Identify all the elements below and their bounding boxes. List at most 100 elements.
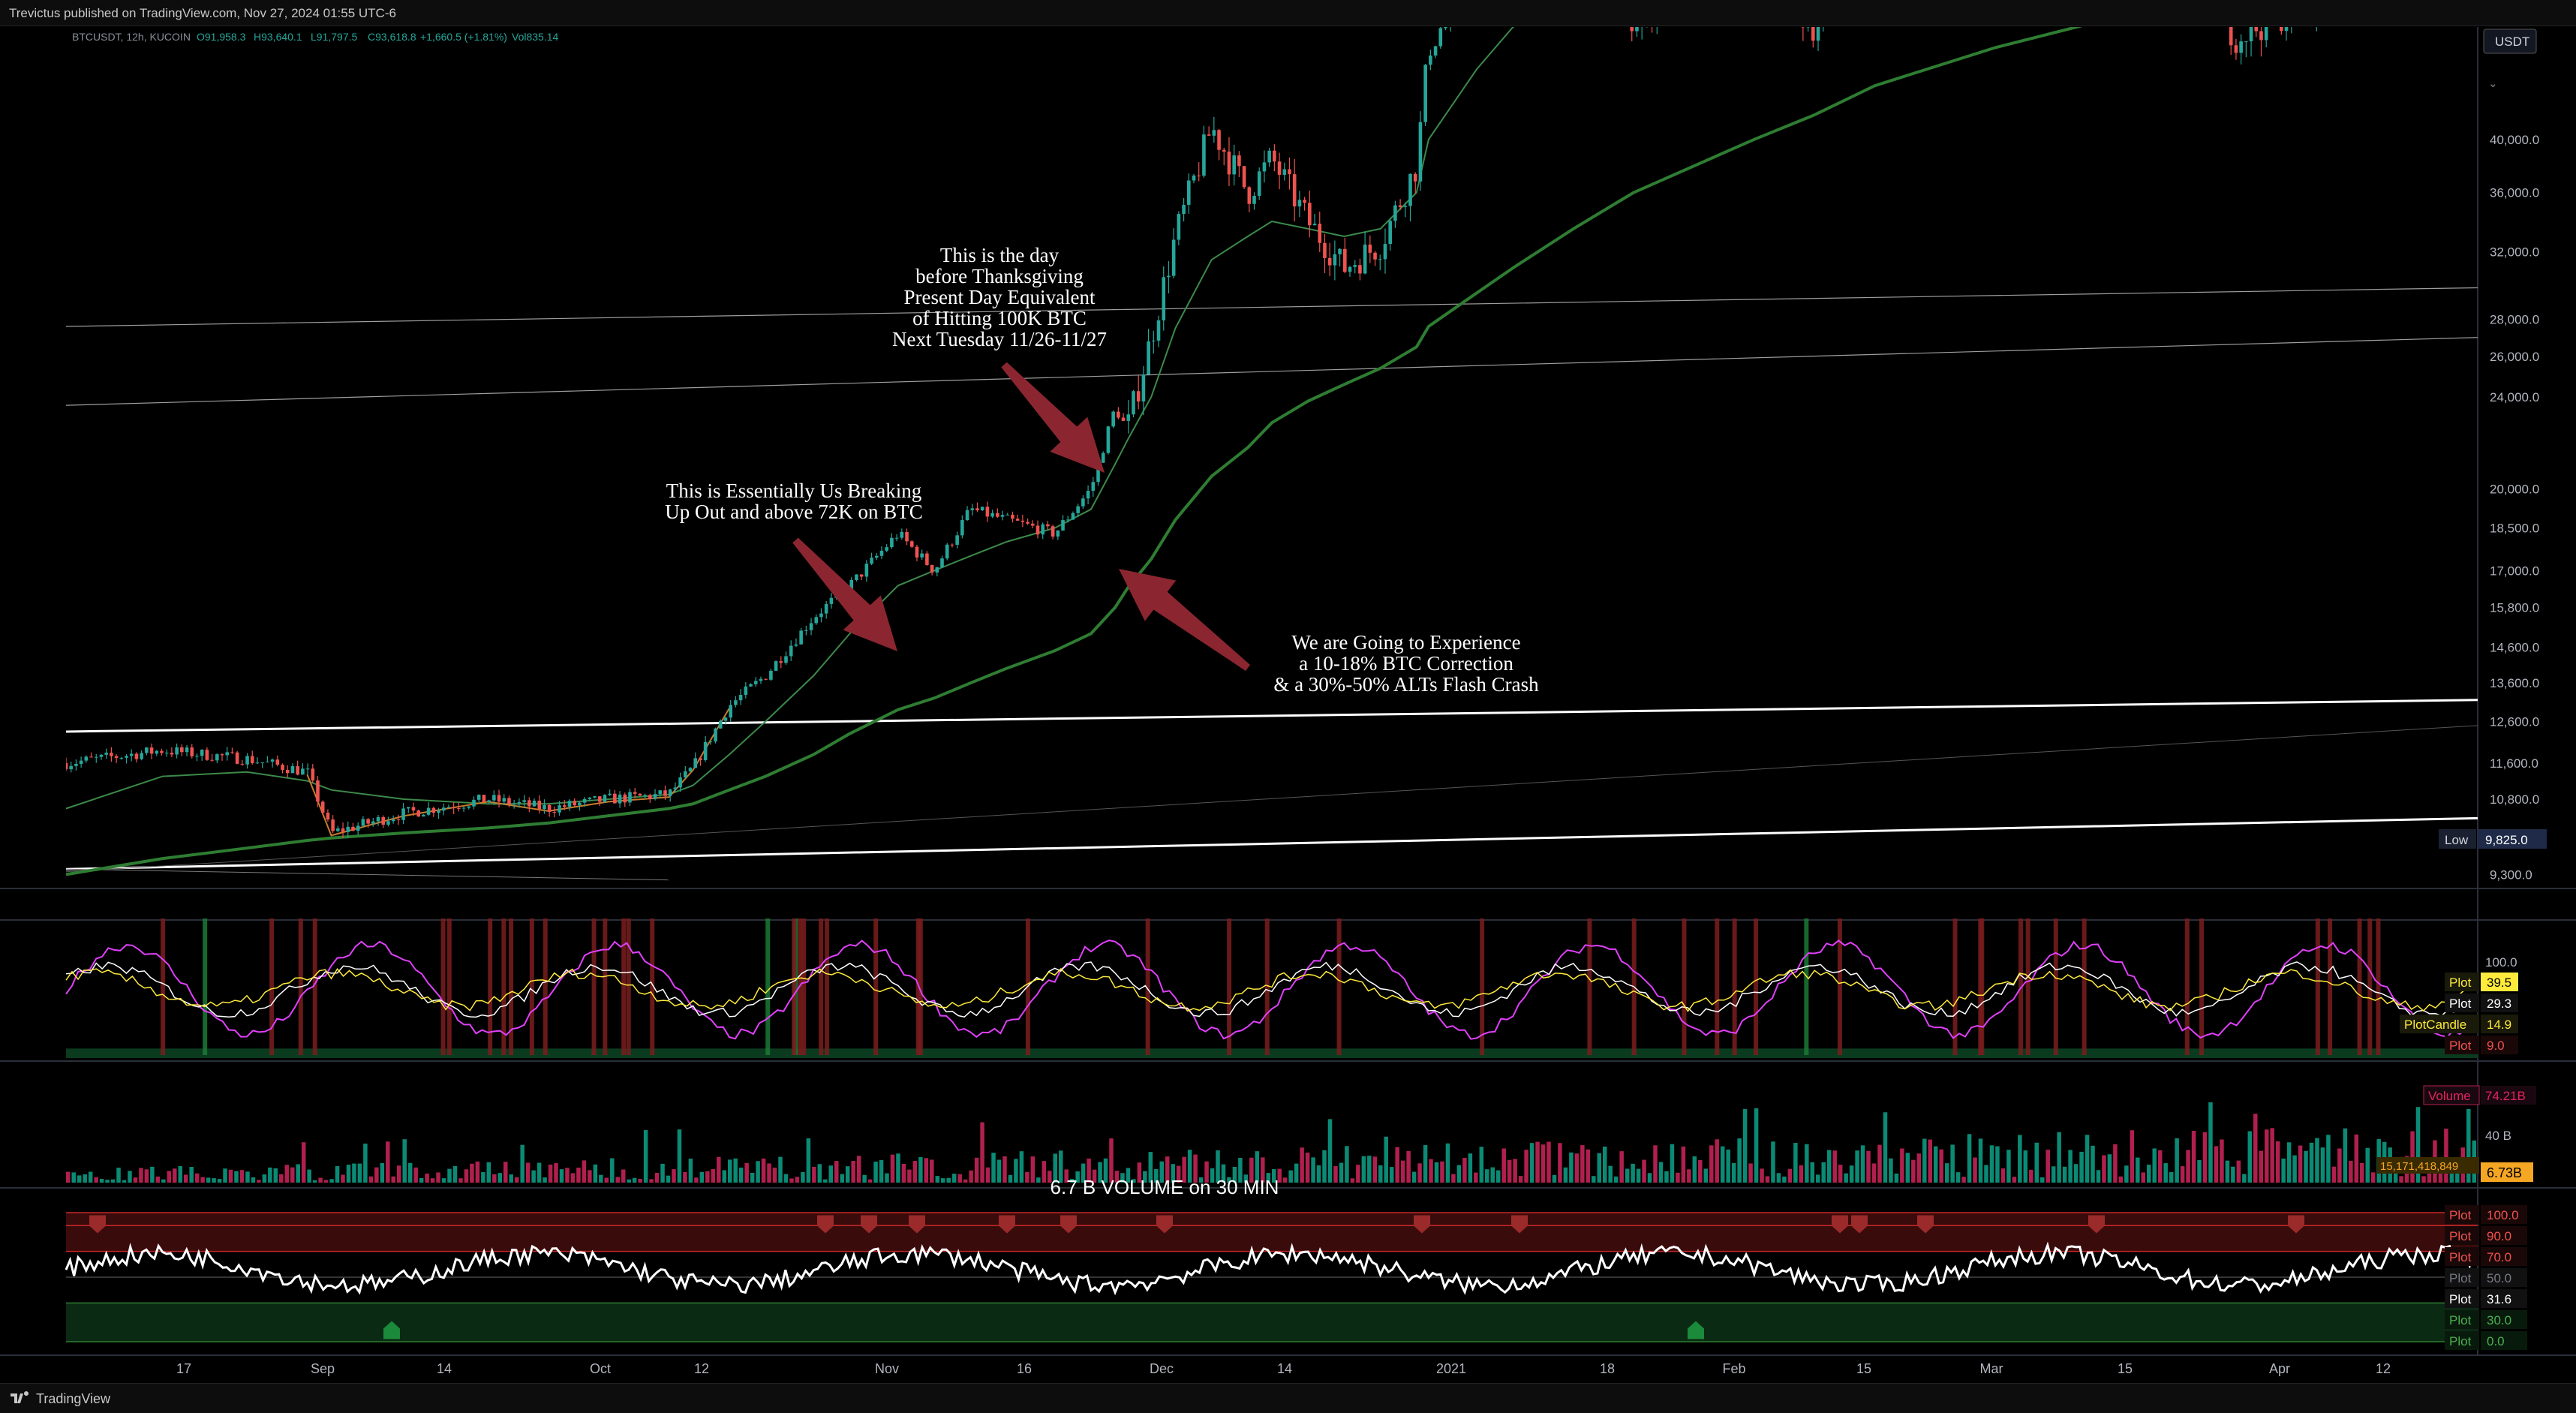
oscillator-signal-bar — [825, 918, 829, 1055]
volume-bar — [913, 1161, 918, 1183]
volume-bar — [829, 1165, 834, 1183]
oscillator-signal-bar — [530, 918, 534, 1055]
volume-bar — [167, 1171, 172, 1183]
volume-bar — [846, 1166, 850, 1183]
volume-bar — [582, 1160, 587, 1183]
candle-body — [553, 812, 557, 813]
volume-bar — [2063, 1167, 2067, 1183]
candle-body — [734, 700, 738, 705]
time-tick-label: Mar — [1980, 1361, 2003, 1376]
oscillator-signal-bar — [1715, 918, 1719, 1055]
candle-body — [1016, 519, 1020, 521]
volume-bar — [1704, 1168, 1709, 1183]
time-tick-label: 12 — [2376, 1361, 2391, 1376]
candle-body — [1005, 515, 1009, 516]
volume-bar — [2057, 1132, 2061, 1183]
candle-body — [452, 807, 455, 808]
volume-bar — [178, 1166, 182, 1183]
osc-tick-100: 100.0 — [2485, 955, 2517, 970]
volume-bar — [66, 1172, 71, 1183]
candle-body — [764, 679, 768, 680]
volume-bar — [2259, 1151, 2263, 1183]
candle-body — [1399, 206, 1402, 207]
volume-bar — [1911, 1160, 1916, 1183]
volume-bar — [2045, 1150, 2050, 1183]
candle-body — [1328, 258, 1332, 266]
candle-body — [1081, 498, 1085, 506]
oscillator-signal-bar — [2358, 918, 2362, 1055]
volume-bar — [1294, 1164, 1299, 1183]
candle-body — [472, 800, 476, 807]
volume-bar — [245, 1171, 250, 1183]
rsi-legend-name: Plot — [2449, 1208, 2472, 1222]
candle-body — [206, 750, 209, 760]
volume-bar — [1025, 1172, 1029, 1183]
volume-bar — [1939, 1150, 1943, 1183]
candle-body — [719, 721, 723, 729]
volume-bar — [1945, 1163, 1949, 1183]
time-tick-label: 12 — [694, 1361, 709, 1376]
candle-body — [321, 801, 325, 813]
candle-body — [1267, 151, 1271, 163]
volume-bar — [610, 1158, 615, 1183]
candle-body — [1419, 122, 1423, 182]
time-tick-label: Nov — [875, 1361, 899, 1376]
candle-body — [437, 810, 440, 813]
volume-bar — [873, 1162, 878, 1183]
candle-body — [497, 795, 501, 801]
volume-bar — [1917, 1153, 1922, 1183]
oscillator-signal-bar — [2185, 918, 2190, 1055]
chevron-down-icon[interactable]: ⌄ — [2488, 77, 2498, 90]
volume-bar — [122, 1180, 127, 1183]
volume-bar — [1333, 1166, 1338, 1183]
osc-legend-name-3: PlotCandle — [2404, 1018, 2466, 1032]
candle-body — [502, 798, 506, 801]
volume-bar — [1855, 1150, 1859, 1183]
volume-bar — [633, 1178, 637, 1183]
candle-body — [724, 717, 728, 720]
volume-bar — [1378, 1165, 1383, 1183]
volume-bar — [2248, 1131, 2253, 1183]
candle-body — [639, 794, 642, 795]
currency-badge[interactable]: USDT — [2495, 35, 2529, 49]
candle-body — [2280, 27, 2283, 31]
candle-body — [1066, 519, 1070, 520]
ohlc-volume: Vol835.14 — [512, 31, 558, 43]
volume-bar — [476, 1162, 480, 1183]
oscillator-signal-bar — [765, 918, 770, 1055]
chart-canvas[interactable]: 40,000.036,000.032,000.028,000.026,000.0… — [0, 27, 2576, 1383]
volume-bar — [1345, 1146, 1349, 1183]
candle-body — [628, 792, 632, 803]
candle-body — [744, 687, 748, 695]
oscillator-signal-bar — [203, 918, 207, 1055]
candle-body — [1162, 277, 1165, 320]
candle-body — [1237, 155, 1241, 166]
candle-body — [2235, 45, 2238, 53]
volume-bar — [1693, 1156, 1697, 1183]
volume-bar — [2079, 1152, 2084, 1183]
candle-body — [225, 752, 229, 755]
candle-body — [1202, 134, 1206, 176]
volume-bar — [605, 1178, 609, 1183]
volume-bar — [458, 1178, 463, 1183]
volume-bar — [594, 1165, 598, 1183]
candle-body — [981, 507, 984, 510]
time-tick-label: 16 — [1017, 1361, 1032, 1376]
volume-bar — [952, 1174, 957, 1183]
volume-bar — [1625, 1169, 1630, 1183]
volume-bar — [980, 1123, 984, 1183]
candle-body — [795, 645, 798, 646]
volume-bar — [986, 1168, 990, 1183]
candle-body — [799, 630, 803, 644]
low-marker-value: 9,825.0 — [2485, 833, 2528, 847]
candle-body — [346, 827, 350, 832]
candle-body — [1217, 130, 1221, 149]
oscillator-signal-bar — [161, 918, 165, 1055]
candle-body — [749, 684, 753, 687]
candle-body — [1177, 214, 1181, 239]
volume-bar — [425, 1174, 429, 1183]
volume-bar — [1608, 1166, 1613, 1183]
candle-body — [955, 535, 959, 545]
volume-bar — [2130, 1130, 2135, 1183]
volume-bar — [1895, 1174, 1899, 1183]
